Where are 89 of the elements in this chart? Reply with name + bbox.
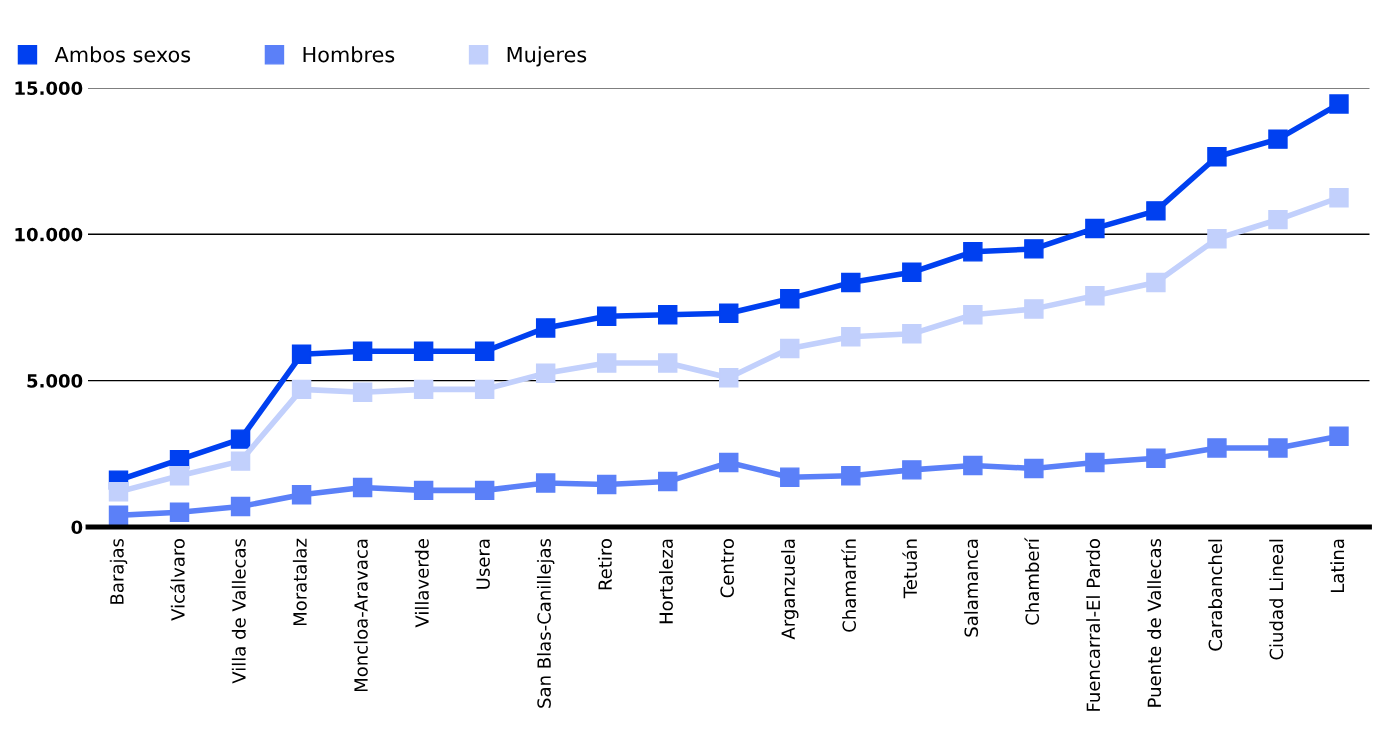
point bbox=[108, 505, 129, 525]
point bbox=[352, 382, 373, 403]
point bbox=[474, 379, 495, 400]
y-tick-label: 15.000 bbox=[15, 81, 83, 96]
x-tick-label: Ciudad Lineal bbox=[1269, 539, 1284, 660]
legend-label: Mujeres bbox=[507, 46, 587, 67]
point bbox=[596, 353, 617, 373]
x-tick-label: Fuencarral-El Pardo bbox=[1086, 539, 1101, 711]
point bbox=[169, 502, 190, 523]
x-tick-label: Centro bbox=[720, 539, 734, 598]
point bbox=[596, 474, 617, 495]
point bbox=[719, 303, 739, 324]
point bbox=[535, 363, 556, 384]
y-tick-label: 5.000 bbox=[27, 374, 83, 388]
point bbox=[1329, 94, 1349, 114]
x-tick-label: Carabanchel bbox=[1208, 539, 1223, 651]
point bbox=[1146, 272, 1166, 293]
point bbox=[413, 379, 434, 400]
point bbox=[719, 452, 739, 473]
point bbox=[291, 379, 312, 400]
point bbox=[352, 477, 373, 498]
point bbox=[963, 242, 983, 262]
x-tick-label: San Blas-Canillejas bbox=[536, 538, 555, 708]
point bbox=[780, 467, 800, 487]
x-tick-label: Moratalaz bbox=[292, 538, 307, 626]
x-tick-label: Chamberí bbox=[1024, 537, 1040, 625]
point bbox=[413, 341, 434, 362]
x-tick-label: Usera bbox=[476, 539, 490, 589]
point bbox=[780, 338, 800, 359]
point bbox=[1146, 448, 1166, 468]
legend-label: Hombres bbox=[303, 46, 395, 63]
x-tick-label: Retiro bbox=[597, 539, 612, 590]
point bbox=[230, 451, 251, 471]
point bbox=[658, 471, 678, 492]
point bbox=[902, 324, 922, 344]
point bbox=[1146, 201, 1166, 221]
point bbox=[169, 466, 190, 486]
y-tick-label: 0 bbox=[71, 520, 83, 535]
x-tick-label: Hortaleza bbox=[658, 539, 673, 624]
point bbox=[474, 480, 495, 501]
point bbox=[1207, 146, 1227, 167]
legend-label: Ambos sexos bbox=[54, 46, 191, 63]
point bbox=[1085, 218, 1105, 239]
x-tick-label: Puente de Vallecas bbox=[1147, 538, 1162, 707]
point bbox=[1268, 438, 1288, 458]
x-tick-label: Salamanca bbox=[964, 539, 979, 637]
x-tick-label: Arganzuela bbox=[781, 539, 799, 640]
point bbox=[352, 341, 373, 362]
point bbox=[230, 429, 251, 449]
x-tick-label: Tetuán bbox=[902, 539, 918, 599]
x-tick-label: Moncloa-Aravaca bbox=[353, 539, 368, 692]
point bbox=[1329, 187, 1349, 208]
point bbox=[780, 288, 800, 309]
point bbox=[963, 455, 983, 476]
point bbox=[1085, 286, 1105, 306]
point bbox=[719, 367, 739, 388]
point bbox=[1024, 458, 1044, 479]
point bbox=[535, 473, 556, 493]
x-tick-label: Vicálvaro bbox=[170, 539, 185, 621]
y-tick-label: 10.000 bbox=[15, 227, 83, 242]
point bbox=[658, 305, 678, 325]
point bbox=[108, 482, 129, 502]
point bbox=[291, 344, 312, 364]
point bbox=[841, 326, 861, 347]
point bbox=[596, 306, 617, 326]
point bbox=[1024, 239, 1044, 259]
point bbox=[902, 262, 922, 283]
x-tick-label: Chamartín bbox=[841, 539, 857, 632]
point bbox=[1085, 452, 1105, 473]
point bbox=[841, 466, 861, 486]
point bbox=[1268, 209, 1288, 230]
point bbox=[1329, 426, 1349, 446]
point bbox=[902, 460, 922, 480]
point bbox=[841, 272, 861, 293]
x-tick-label: Villa de Vallecas bbox=[231, 538, 246, 684]
point bbox=[474, 341, 495, 362]
point bbox=[1207, 228, 1227, 249]
point bbox=[230, 496, 251, 517]
point bbox=[535, 318, 556, 338]
point bbox=[1207, 438, 1227, 458]
point bbox=[1268, 129, 1288, 149]
x-tick-label: Latina bbox=[1330, 539, 1345, 593]
point bbox=[963, 305, 983, 325]
x-tick-label: Villaverde bbox=[414, 539, 429, 628]
point bbox=[1024, 299, 1044, 319]
point bbox=[291, 485, 312, 505]
point bbox=[413, 480, 434, 501]
x-tick-label: Barajas bbox=[109, 538, 128, 604]
point bbox=[658, 353, 678, 373]
